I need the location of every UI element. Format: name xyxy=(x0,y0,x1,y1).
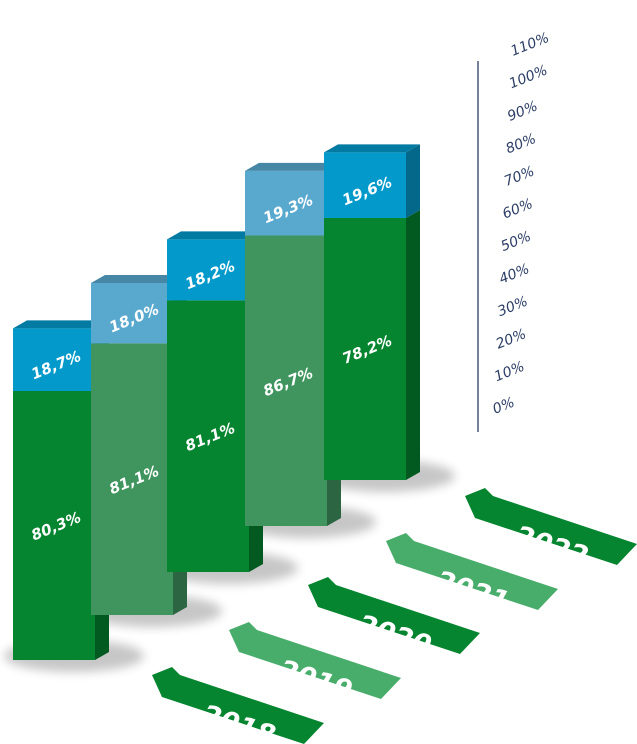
bar-segment-blue-2020-front xyxy=(167,239,249,301)
year-tag-2022: 2022 xyxy=(465,488,637,573)
y-tick-label: 10% xyxy=(492,359,527,385)
bar-segment-blue-2022-front xyxy=(324,152,406,219)
bar-top-2022 xyxy=(324,144,420,153)
bar-segment-blue-2021-front xyxy=(245,170,327,236)
y-tick-label: 60% xyxy=(500,196,535,222)
bar-segment-green-2022-front xyxy=(324,218,406,480)
bar-segment-green-2018-front xyxy=(13,390,95,660)
bar-top-2019 xyxy=(91,275,187,284)
bar-segment-blue-2022-side xyxy=(406,144,420,219)
y-tick-label: 90% xyxy=(505,98,540,124)
y-axis-ticks: 0% 10% 20% 30% 40% 50% 60% 70% 80% 90% 100%110% xyxy=(491,30,552,418)
bar-segment-green-2022 xyxy=(324,210,420,480)
bar-segment-green-2019-front xyxy=(91,343,173,615)
bar-segment-green-2020-front xyxy=(167,300,249,572)
year-tag-shape xyxy=(465,488,637,565)
y-tick-label: 80% xyxy=(504,131,539,157)
bar-top-2020 xyxy=(167,231,263,240)
y-tick-label: 100% xyxy=(507,62,550,92)
year-tag-shape xyxy=(386,533,558,610)
bar-segment-blue-2022 xyxy=(324,144,420,219)
y-tick-label: 30% xyxy=(495,294,530,320)
bars: 80,3%18,7%81,1%18,0%81,1%18,2%86,7%19,3%… xyxy=(13,144,420,660)
bar-segment-blue-2018-front xyxy=(13,328,95,391)
bar-top-2018 xyxy=(13,320,109,329)
bar-segment-blue-2019-front xyxy=(91,283,173,344)
year-tag-2019: 2019 xyxy=(229,622,401,707)
y-axis: 0% 10% 20% 30% 40% 50% 60% 70% 80% 90% 100%110% xyxy=(477,30,552,432)
bar-2022: 78,2%19,6% xyxy=(324,144,420,480)
year-tag-shape xyxy=(229,622,401,699)
bar-top-2021 xyxy=(245,162,341,171)
year-tag-shape xyxy=(152,667,324,744)
year-tag-shape xyxy=(308,577,480,654)
y-tick-label: 50% xyxy=(499,228,534,254)
y-tick-label: 40% xyxy=(497,261,532,287)
bar-segment-green-2022-side xyxy=(406,210,420,480)
y-tick-label: 20% xyxy=(494,326,529,352)
y-tick-label: 110% xyxy=(509,30,552,60)
y-tick-label: 70% xyxy=(502,163,537,189)
y-tick-label: 0% xyxy=(491,395,518,418)
bar-segment-green-2021-front xyxy=(245,235,327,526)
